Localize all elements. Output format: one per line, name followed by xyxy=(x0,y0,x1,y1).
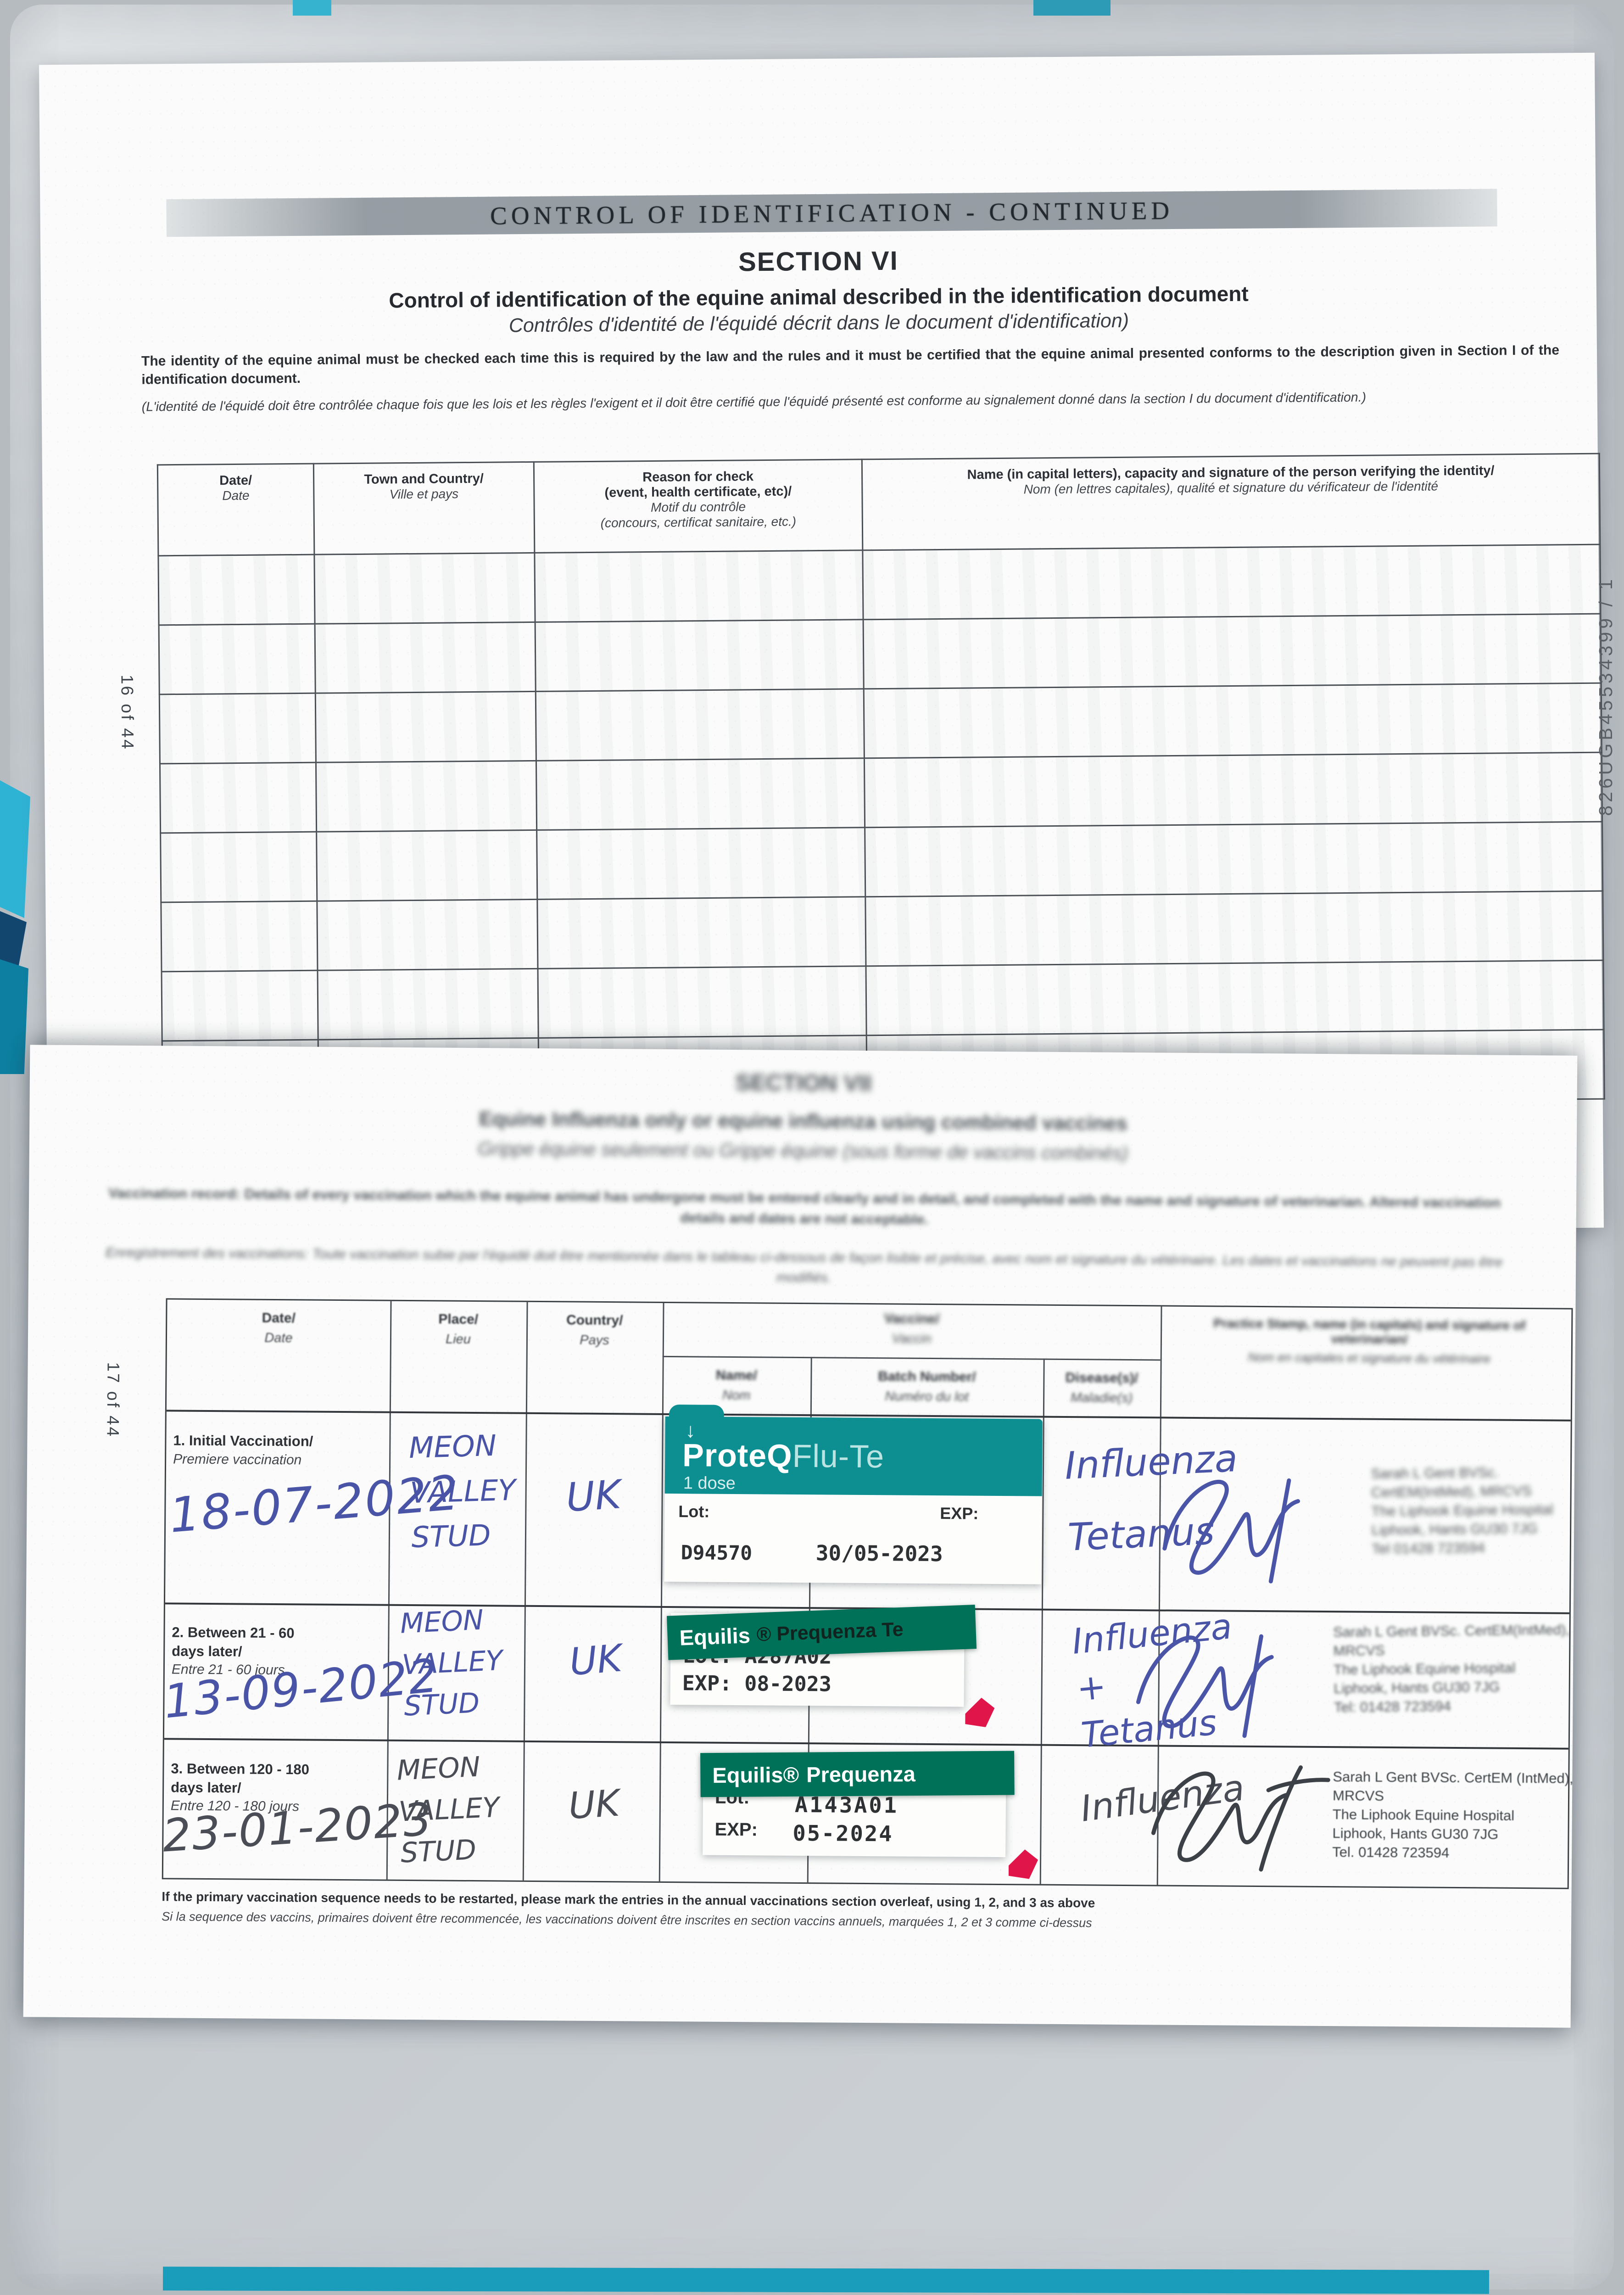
table-grid-line xyxy=(164,1738,1568,1750)
table-grid-line xyxy=(386,1301,392,1880)
row1-signature xyxy=(1162,1478,1300,1584)
document-serial-code: 826UGB45534399 / 1 xyxy=(1595,576,1616,816)
proteq-flu-te-sticker: ↓ ProteQFlu-Te 1 dose Lot: EXP: D94570 3… xyxy=(664,1404,1043,1584)
table-grid-line xyxy=(522,1302,528,1881)
vacc-subcol-disease: Disease(s)/ Maladie(s) xyxy=(1065,1370,1138,1406)
vacc-col-place: Place/ Lieu xyxy=(438,1311,479,1347)
vacc-col-country: Country/ Pays xyxy=(566,1312,623,1348)
row2-practice-stamp: Sarah L Gent BVSc. CertEM(IntMed), MRCVS… xyxy=(1333,1621,1570,1715)
empty-check-row xyxy=(159,683,1602,764)
row2-place-handwriting: MEON VALLEY STUD xyxy=(399,1604,503,1723)
equilis-banner: Equilis® Prequenza xyxy=(700,1751,1015,1797)
check-col-reason: Reason for check (event, health certific… xyxy=(534,459,863,553)
vacc-col-stamp: Practice Stamp, name (in capitals) and s… xyxy=(1213,1316,1526,1366)
restart-note-en: If the primary vaccination sequence need… xyxy=(162,1889,1095,1910)
empty-check-row xyxy=(160,752,1602,833)
empty-check-row xyxy=(162,960,1604,1041)
exp-label: EXP: xyxy=(682,1671,732,1696)
page-number-16: 16 of 44 xyxy=(117,674,137,751)
section-vi-intro-en: The identity of the equine animal must b… xyxy=(141,342,1560,387)
vaccination-note-en: Vaccination record: Details of every vac… xyxy=(108,1185,1501,1227)
empty-check-row xyxy=(158,544,1601,625)
control-of-identification-banner: CONTROL OF IDENTIFICATION - CONTINUED xyxy=(166,189,1497,237)
exp-value: 05-2024 xyxy=(792,1820,893,1847)
identification-check-table: Date/ Date Town and Country/ Ville et pa… xyxy=(157,453,1605,1111)
section-vii-title-en: Equine Influenza only or equine influenz… xyxy=(479,1108,1128,1135)
page-section-vii: SECTION VII Equine Influenza only or equ… xyxy=(23,1045,1578,2028)
empty-check-row xyxy=(159,614,1602,694)
row1-place-handwriting: MEON VALLEY STUD xyxy=(408,1428,517,1555)
vacc-subcol-name: Name/ Nom xyxy=(715,1367,758,1403)
lot-label: Lot: xyxy=(678,1502,710,1521)
row1-practice-stamp: Sarah L Gent BVSc. CertEM(IntMed), MRCVS… xyxy=(1371,1464,1553,1557)
section-vi-heading: SECTION VI xyxy=(738,246,899,277)
check-col-name: Name (in capital letters), capacity and … xyxy=(862,453,1600,550)
row3-signature xyxy=(1151,1765,1330,1872)
row1-label: 1. Initial Vaccination/ Premiere vaccina… xyxy=(173,1432,313,1468)
row2-signature xyxy=(1136,1634,1274,1738)
exp-value: 30/05-2023 xyxy=(815,1540,943,1567)
vacc-col-vaccine: Vaccine/ Vaccin xyxy=(884,1311,939,1346)
cover-tab-top-right xyxy=(1033,0,1111,16)
banner-title: CONTROL OF IDENTIFICATION - CONTINUED xyxy=(490,196,1174,230)
check-col-town: Town and Country/ Ville et pays xyxy=(313,462,535,555)
row2-country-handwriting: UK xyxy=(568,1636,624,1685)
cover-edge-dark-teal xyxy=(0,959,28,1074)
restart-note-fr: Si la sequence des vaccins, primaires do… xyxy=(162,1909,1092,1930)
empty-check-row xyxy=(161,891,1603,972)
check-col-date: Date/ Date xyxy=(157,464,314,556)
row3-practice-stamp: Sarah L Gent BVSc. CertEM (IntMed), MRCV… xyxy=(1332,1769,1574,1861)
cover-bottom-band xyxy=(162,2267,1490,2294)
row3-place-handwriting: MEON VALLEY STUD xyxy=(396,1751,500,1870)
exp-value: 08-2023 xyxy=(744,1671,832,1696)
page-number-17: 17 of 44 xyxy=(103,1362,123,1439)
vacc-col-date: Date/ Date xyxy=(262,1310,296,1346)
exp-label: EXP: xyxy=(714,1819,758,1840)
vacc-subcol-batch: Batch Number/ Numéro du lot xyxy=(878,1369,976,1405)
cover-tab-top-left xyxy=(293,0,331,16)
section-vii-heading: SECTION VII xyxy=(735,1069,872,1097)
proteq-sticker-tab xyxy=(669,1404,724,1426)
check-table-header-row: Date/ Date Town and Country/ Ville et pa… xyxy=(157,453,1600,556)
empty-check-row xyxy=(160,822,1603,902)
exp-label: EXP: xyxy=(940,1504,979,1523)
row3-country-handwriting: UK xyxy=(567,1781,621,1828)
lot-value: D94570 xyxy=(681,1541,753,1565)
cover-edge-bright xyxy=(0,780,30,918)
row1-country-handwriting: UK xyxy=(564,1472,622,1521)
section-vi-intro-fr: (L'identité de l'équidé doit être contrô… xyxy=(141,390,1367,414)
proteq-sticker-header: ↓ ProteQFlu-Te 1 dose xyxy=(664,1404,1043,1496)
vaccination-note-fr: Enregistrement des vaccinations: Toute v… xyxy=(105,1245,1503,1285)
table-grid-line xyxy=(662,1355,1161,1361)
proteq-dose-label: 1 dose xyxy=(683,1473,736,1494)
section-vii-title-fr: Grippe équine seulement ou Grippe équine… xyxy=(477,1138,1128,1164)
